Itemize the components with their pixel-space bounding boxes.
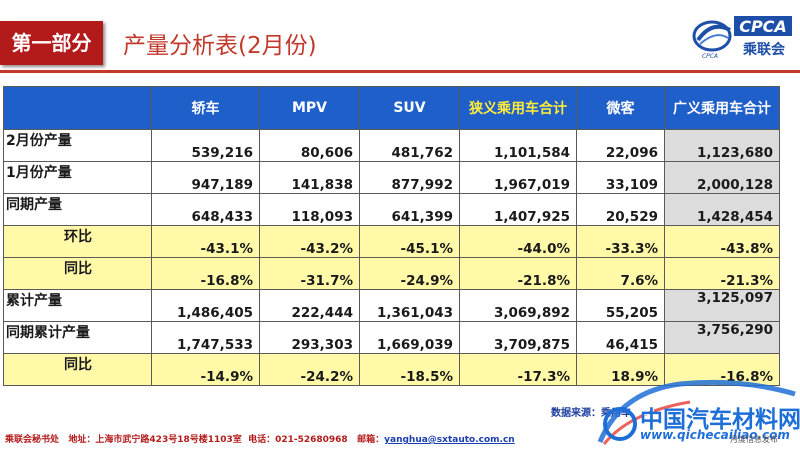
table-cell: 118,093 bbox=[259, 193, 360, 226]
cpca-logo: CPCA 乘联会 CPCA bbox=[692, 16, 792, 60]
section-tab: 第一部分 bbox=[0, 21, 103, 65]
row-label: 同期累计产量 bbox=[3, 321, 152, 354]
table-cell: 141,838 bbox=[259, 161, 360, 194]
table-cell: -44.0% bbox=[459, 225, 577, 258]
table-cell: 33,109 bbox=[576, 161, 665, 194]
footer: 乘联会秘书处 地址：上海市武宁路423号18号楼1103室 电话：021-526… bbox=[5, 432, 515, 445]
table-cell: 7.6% bbox=[576, 257, 665, 290]
table-row: 同比 -16.8% -31.7% -24.9% -21.8% 7.6% -21.… bbox=[3, 257, 780, 290]
table-cell: 1,486,405 bbox=[151, 289, 260, 322]
row-label: 同期产量 bbox=[3, 193, 152, 226]
table-row: 同期产量 648,433 118,093 641,399 1,407,925 2… bbox=[3, 193, 780, 226]
footer-right-note: 月度信息发布 bbox=[730, 435, 778, 444]
table-cell: 3,709,875 bbox=[459, 321, 577, 354]
table-cell: 222,444 bbox=[259, 289, 360, 322]
table-cell-total: 1,123,680 bbox=[664, 129, 780, 162]
column-header bbox=[3, 86, 152, 130]
table-cell: -31.7% bbox=[259, 257, 360, 290]
row-label: 同比 bbox=[3, 353, 152, 386]
column-header: MPV bbox=[259, 86, 360, 130]
table-cell-total: -21.3% bbox=[664, 257, 780, 290]
table-row: 环比 -43.1% -43.2% -45.1% -44.0% -33.3% -4… bbox=[3, 225, 780, 258]
column-header: 广义乘用车合计 bbox=[664, 86, 780, 130]
table-cell: -45.1% bbox=[359, 225, 460, 258]
table-cell-total: 1,428,454 bbox=[664, 193, 780, 226]
table-cell-total: 3,125,097 bbox=[664, 289, 780, 322]
table-cell: 293,303 bbox=[259, 321, 360, 354]
watermark-swoosh bbox=[597, 379, 796, 445]
table-cell: 46,415 bbox=[576, 321, 665, 354]
table-cell: -21.8% bbox=[459, 257, 577, 290]
table-header-row: 轿车 MPV SUV 狭义乘用车合计 微客 广义乘用车合计 bbox=[3, 86, 780, 130]
watermark-url: www.qichecailiao.com bbox=[640, 428, 790, 442]
logo-sub-text: 乘联会 bbox=[742, 41, 786, 58]
table-cell: 877,992 bbox=[359, 161, 460, 194]
column-header: SUV bbox=[359, 86, 460, 130]
table-cell: 1,747,533 bbox=[151, 321, 260, 354]
table-row: 2月份产量 539,216 80,606 481,762 1,101,584 2… bbox=[3, 129, 780, 162]
table-cell: -16.8% bbox=[151, 257, 260, 290]
table-cell: 481,762 bbox=[359, 129, 460, 162]
footer-email-label: 邮箱： bbox=[357, 435, 385, 445]
table-cell: -24.2% bbox=[259, 353, 360, 386]
table-cell: 1,669,039 bbox=[359, 321, 460, 354]
logo-main-text: CPCA bbox=[739, 17, 787, 36]
table-cell: 1,967,019 bbox=[459, 161, 577, 194]
table-cell-total: -43.8% bbox=[664, 225, 780, 258]
production-table: 轿车 MPV SUV 狭义乘用车合计 微客 广义乘用车合计 2月份产量 539,… bbox=[3, 86, 780, 386]
table-cell: 1,361,043 bbox=[359, 289, 460, 322]
table-cell: 18.9% bbox=[576, 353, 665, 386]
table-cell: 1,101,584 bbox=[459, 129, 577, 162]
table-cell: 20,529 bbox=[576, 193, 665, 226]
page-title: 产量分析表(2月份) bbox=[123, 33, 317, 59]
row-label: 1月份产量 bbox=[3, 161, 152, 194]
row-label: 同比 bbox=[3, 257, 152, 290]
table-cell-total: 3,756,290 bbox=[664, 321, 780, 354]
footer-email-link[interactable]: yanghua@sxtauto.com.cn bbox=[384, 435, 515, 445]
logo-small-text: CPCA bbox=[702, 53, 718, 60]
table-cell: 22,096 bbox=[576, 129, 665, 162]
row-label: 2月份产量 bbox=[3, 129, 152, 162]
row-label: 累计产量 bbox=[3, 289, 152, 322]
footer-org: 乘联会秘书处 bbox=[5, 435, 60, 445]
table-cell: 80,606 bbox=[259, 129, 360, 162]
table-cell: -43.1% bbox=[151, 225, 260, 258]
table-cell: 3,069,892 bbox=[459, 289, 577, 322]
table-cell: -17.3% bbox=[459, 353, 577, 386]
table-cell: 947,189 bbox=[151, 161, 260, 194]
table-cell: 55,205 bbox=[576, 289, 665, 322]
table-cell: 641,399 bbox=[359, 193, 460, 226]
column-header: 轿车 bbox=[151, 86, 260, 130]
table-row: 同期累计产量 1,747,533 293,303 1,669,039 3,709… bbox=[3, 321, 780, 354]
table-cell: -43.2% bbox=[259, 225, 360, 258]
table-row: 同比 -14.9% -24.2% -18.5% -17.3% 18.9% -16… bbox=[3, 353, 780, 386]
table-cell-total: 2,000,128 bbox=[664, 161, 780, 194]
header-divider bbox=[0, 70, 800, 73]
column-header: 狭义乘用车合计 bbox=[459, 86, 577, 130]
source-note: 数据来源：乘用车 bbox=[551, 408, 631, 419]
row-label: 环比 bbox=[3, 225, 152, 258]
table-cell: -14.9% bbox=[151, 353, 260, 386]
column-header: 微客 bbox=[576, 86, 665, 130]
table-row: 累计产量 1,486,405 222,444 1,361,043 3,069,8… bbox=[3, 289, 780, 322]
table-row: 1月份产量 947,189 141,838 877,992 1,967,019 … bbox=[3, 161, 780, 194]
header-bar: 第一部分 产量分析表(2月份) CPCA 乘联会 CPCA bbox=[0, 0, 800, 73]
footer-address: 地址：上海市武宁路423号18号楼1103室 bbox=[68, 435, 242, 445]
footer-phone: 电话：021-52680968 bbox=[248, 435, 348, 445]
table-cell: 1,407,925 bbox=[459, 193, 577, 226]
table-cell: -24.9% bbox=[359, 257, 460, 290]
table-cell: -18.5% bbox=[359, 353, 460, 386]
table-cell: 648,433 bbox=[151, 193, 260, 226]
table-cell: 539,216 bbox=[151, 129, 260, 162]
watermark-text: 中国汽车材料网 bbox=[640, 407, 800, 433]
table-cell: -33.3% bbox=[576, 225, 665, 258]
